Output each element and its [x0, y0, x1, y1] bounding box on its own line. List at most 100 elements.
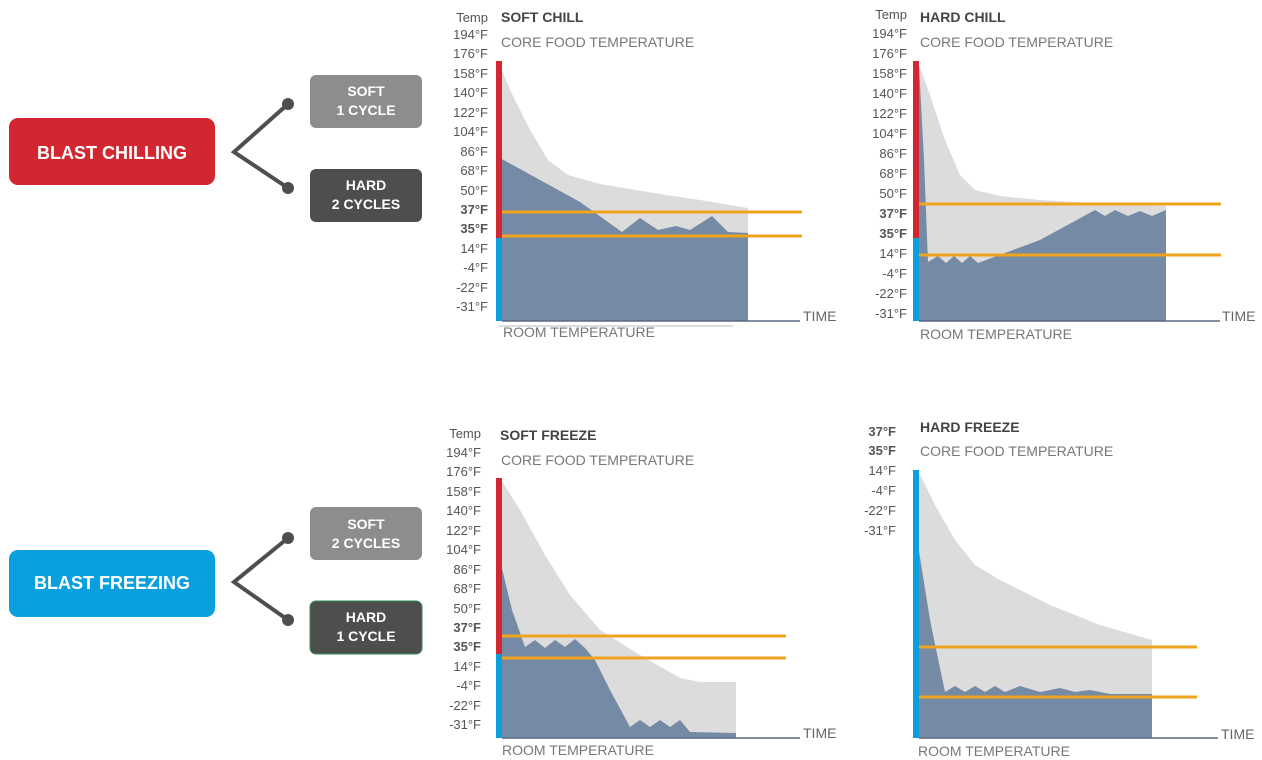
tick-37f: 37°F: [460, 202, 488, 217]
freezing-soft-line1: SOFT: [347, 516, 385, 532]
tick-minus4f: -4°F: [882, 266, 907, 281]
chilling-soft-option[interactable]: SOFT 1 CYCLE: [310, 75, 422, 128]
tick-minus31f: -31°F: [449, 717, 481, 732]
tick-68f: 68°F: [453, 581, 481, 596]
tick-140f: 140°F: [446, 503, 481, 518]
tick-minus22f: -22°F: [864, 503, 896, 518]
time-label: TIME: [1222, 308, 1255, 324]
tick-14f: 14°F: [460, 241, 488, 256]
freezing-hard-option[interactable]: HARD 1 CYCLE: [309, 600, 423, 655]
room-temperature-label: ROOM TEMPERATURE: [918, 743, 1070, 759]
tick-68f: 68°F: [460, 163, 488, 178]
tick-14f: 14°F: [453, 659, 481, 674]
tick-122f: 122°F: [446, 523, 481, 538]
chart-subtitle: CORE FOOD TEMPERATURE: [920, 34, 1113, 50]
temperature-ticks: 194°F 176°F 158°F 140°F 122°F 104°F 86°F…: [872, 26, 907, 321]
hot-zone-bar: [913, 61, 919, 238]
chart-title: HARD FREEZE: [920, 419, 1020, 435]
temp-label: Temp: [875, 7, 907, 22]
tick-104f: 104°F: [453, 124, 488, 139]
tick-194f: 194°F: [872, 26, 907, 41]
freezing-branch-dot-bottom: [282, 614, 294, 626]
chilling-soft-line2: 1 CYCLE: [336, 102, 395, 118]
core-temperature-area: [500, 158, 748, 321]
time-label: TIME: [1221, 726, 1254, 742]
blast-freezing-badge: [9, 550, 215, 617]
room-temperature-label: ROOM TEMPERATURE: [503, 324, 655, 340]
tick-158f: 158°F: [446, 484, 481, 499]
chilling-branch-connector: [230, 102, 290, 190]
tick-86f: 86°F: [879, 146, 907, 161]
tick-minus22f: -22°F: [875, 286, 907, 301]
tick-194f: 194°F: [453, 27, 488, 42]
freezing-hard-box: [309, 600, 423, 655]
tick-86f: 86°F: [453, 562, 481, 577]
tick-35f: 35°F: [868, 443, 896, 458]
group-blast-chilling: BLAST CHILLING SOFT 1 CYCLE HARD 2 CYCLE…: [9, 75, 422, 222]
tick-50f: 50°F: [879, 186, 907, 201]
cold-zone-bar: [913, 470, 919, 738]
chart-title: SOFT FREEZE: [500, 427, 596, 443]
hot-zone-bar: [496, 478, 502, 654]
hot-zone-bar: [496, 61, 502, 238]
temperature-ticks: 37°F 35°F 14°F -4°F -22°F -31°F: [864, 424, 896, 538]
freezing-soft-box: [310, 507, 422, 560]
chart-title: SOFT CHILL: [501, 9, 584, 25]
blast-chilling-label: BLAST CHILLING: [37, 143, 187, 163]
chart-hard-freeze: HARD FREEZE CORE FOOD TEMPERATURE TIME R…: [864, 419, 1254, 759]
freezing-branch-dot-top: [282, 532, 294, 544]
tick-35f: 35°F: [879, 226, 907, 241]
chilling-soft-box: [310, 75, 422, 128]
tick-37f: 37°F: [868, 424, 896, 439]
tick-14f: 14°F: [868, 463, 896, 478]
tick-104f: 104°F: [446, 542, 481, 557]
blast-chilling-badge: [9, 118, 215, 185]
tick-37f: 37°F: [879, 206, 907, 221]
freezing-hard-line2: 1 CYCLE: [336, 628, 395, 644]
tick-35f: 35°F: [453, 639, 481, 654]
freezing-soft-option[interactable]: SOFT 2 CYCLES: [310, 507, 422, 560]
tick-194f: 194°F: [446, 445, 481, 460]
chilling-hard-option[interactable]: HARD 2 CYCLES: [310, 169, 422, 222]
tick-176f: 176°F: [453, 46, 488, 61]
group-blast-freezing: BLAST FREEZING SOFT 2 CYCLES HARD 1 CYCL…: [9, 507, 423, 655]
freezing-soft-line2: 2 CYCLES: [332, 535, 400, 551]
temperature-ticks: 194°F 176°F 158°F 140°F 122°F 104°F 86°F…: [446, 445, 481, 732]
tick-140f: 140°F: [872, 86, 907, 101]
blast-freezing-label: BLAST FREEZING: [34, 573, 190, 593]
room-temperature-label: ROOM TEMPERATURE: [502, 742, 654, 758]
cold-zone-bar: [496, 238, 502, 321]
tick-122f: 122°F: [453, 105, 488, 120]
chilling-hard-line1: HARD: [346, 177, 386, 193]
tick-50f: 50°F: [460, 183, 488, 198]
temp-label: Temp: [456, 10, 488, 25]
tick-37f: 37°F: [453, 620, 481, 635]
temp-label: Temp: [449, 426, 481, 441]
tick-140f: 140°F: [453, 85, 488, 100]
tick-176f: 176°F: [446, 464, 481, 479]
core-temperature-area: [500, 560, 736, 738]
chilling-branch-dot-bottom: [282, 182, 294, 194]
time-label: TIME: [803, 308, 836, 324]
freezing-hard-line1: HARD: [346, 609, 386, 625]
tick-158f: 158°F: [872, 66, 907, 81]
chart-soft-freeze: Temp SOFT FREEZE CORE FOOD TEMPERATURE T…: [446, 426, 836, 758]
chilling-hard-line2: 2 CYCLES: [332, 196, 400, 212]
chart-subtitle: CORE FOOD TEMPERATURE: [501, 34, 694, 50]
chilling-branch-dot-top: [282, 98, 294, 110]
tick-minus31f: -31°F: [864, 523, 896, 538]
air-temperature-area: [918, 470, 1152, 738]
tick-158f: 158°F: [453, 66, 488, 81]
tick-68f: 68°F: [879, 166, 907, 181]
core-temperature-area: [918, 545, 1152, 738]
chilling-soft-line1: SOFT: [347, 83, 385, 99]
chart-soft-chill: Temp SOFT CHILL CORE FOOD TEMPERATURE TI…: [453, 9, 836, 340]
tick-minus31f: -31°F: [456, 299, 488, 314]
chart-subtitle: CORE FOOD TEMPERATURE: [501, 452, 694, 468]
tick-122f: 122°F: [872, 106, 907, 121]
chart-title: HARD CHILL: [920, 9, 1006, 25]
tick-minus4f: -4°F: [871, 483, 896, 498]
tick-176f: 176°F: [872, 46, 907, 61]
tick-50f: 50°F: [453, 601, 481, 616]
